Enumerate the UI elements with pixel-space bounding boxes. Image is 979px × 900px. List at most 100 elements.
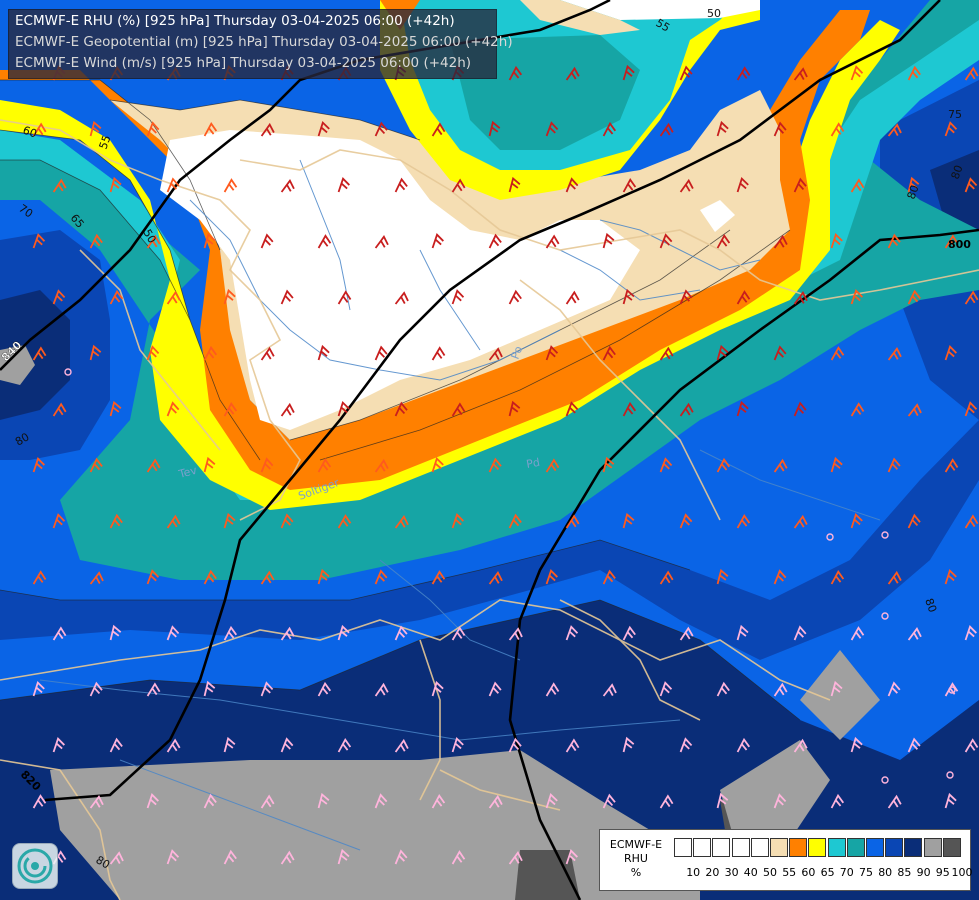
wind-barb [146, 793, 159, 809]
wind-barb [52, 402, 67, 417]
wind-barb [337, 624, 350, 641]
wind-barb [887, 794, 902, 809]
wind-barb [109, 851, 124, 865]
wind-barb [32, 346, 47, 361]
wind-barb [887, 570, 902, 585]
wind-barb [203, 793, 217, 809]
wind-barb [850, 178, 865, 193]
legend-title-var: RHU [624, 852, 648, 865]
legend-swatch [866, 838, 884, 857]
contour-label-60: 60 [21, 124, 39, 141]
wind-barb [716, 344, 729, 361]
wind-barb [602, 793, 616, 809]
wind-barb [679, 178, 694, 193]
wind-barb [508, 176, 521, 193]
contour-label-80e: 80 [94, 853, 113, 871]
wind-barb [394, 515, 409, 529]
legend-swatch [731, 838, 750, 857]
color-legend: ECMWF-E RHU % 10 20 30 40 50 55 60 65 70 75 80 85 90… [599, 829, 973, 891]
wind-barb [52, 513, 66, 529]
wind-barb [203, 232, 216, 249]
wind-barb [374, 235, 389, 249]
wind-barb [451, 850, 466, 865]
title-wind: ECMWF-E Wind (m/s) [925 hPa] Thursday 03… [15, 55, 472, 71]
wind-barb [716, 120, 729, 137]
legend-swatch [846, 838, 865, 857]
wind-barb [280, 850, 295, 865]
wind-barb [146, 121, 160, 137]
wind-barb [508, 513, 522, 529]
wind-barb [166, 401, 180, 417]
wind-barb [280, 179, 295, 193]
wind-barb [716, 457, 731, 473]
legend-tick-label: 55 [782, 866, 797, 879]
wind-barb [736, 66, 751, 81]
legend-tick-label: 75 [859, 866, 873, 879]
wind-barb [451, 626, 466, 641]
wind-barb [317, 120, 330, 137]
wind-barb [622, 625, 636, 641]
wind-barb [944, 682, 959, 697]
wind-barb [659, 794, 674, 809]
wind-barb [602, 683, 617, 697]
wind-barb [964, 514, 979, 529]
wind-barb [109, 289, 124, 305]
wind-barb [451, 402, 466, 417]
wind-barb [451, 513, 464, 529]
wind-barb [679, 513, 693, 529]
wind-barb [964, 401, 978, 417]
wind-barb [337, 514, 352, 529]
wind-barb [964, 177, 978, 193]
wind-barb [488, 681, 502, 697]
wind-barb [907, 737, 921, 753]
wind-barb [736, 400, 749, 417]
wind-barb [964, 290, 979, 305]
place-label-po: Po [509, 344, 526, 361]
legend-tick-label: 65 [820, 866, 835, 879]
wind-barb [374, 458, 389, 473]
wind-barb [508, 851, 523, 865]
wind-barb [622, 512, 635, 529]
wind-barb [109, 624, 122, 641]
legend-tick-label: 100 [951, 866, 973, 879]
wind-barb [109, 400, 122, 417]
legend-swatch [750, 838, 769, 857]
wind-barb [223, 736, 236, 753]
wind-barb [166, 738, 181, 753]
wind-barb [337, 290, 352, 305]
wind-barb [565, 625, 579, 641]
title-geopotential: ECMWF-E Geopotential (m) [925 hPa] Thurs… [15, 34, 513, 50]
wind-barb [89, 457, 103, 473]
wind-barb [32, 794, 47, 809]
wind-barb [508, 289, 522, 305]
legend-swatch [789, 838, 808, 857]
wind-barb [203, 121, 218, 137]
wind-barb [830, 680, 843, 697]
ecmwf-swirl-logo-icon [12, 843, 58, 889]
wind-barb [394, 291, 409, 305]
wind-barb [565, 401, 579, 417]
wind-barb [260, 794, 275, 809]
wind-barb [32, 570, 47, 585]
wind-barb [964, 66, 979, 81]
logo-swirl [17, 848, 53, 884]
wind-barb [52, 178, 67, 193]
wind-barb [89, 795, 104, 809]
wind-barb [431, 122, 446, 137]
contour-label-80d: 80 [949, 163, 966, 181]
wind-barb [793, 291, 808, 305]
wind-barb [545, 121, 559, 137]
legend-tick-label: 20 [705, 866, 720, 879]
wind-barb [773, 458, 788, 473]
wind-barb [622, 288, 635, 305]
wind-barb [109, 513, 123, 529]
wind-barb [793, 401, 807, 417]
wind-barb [146, 458, 161, 473]
wind-barb [146, 569, 160, 585]
wind-barb [488, 457, 502, 473]
wind-barb [508, 737, 522, 753]
wind-barb [887, 123, 902, 137]
wind-barb [850, 736, 863, 753]
title-rhu: ECMWF-E RHU (%) [925 hPa] Thursday 03-04… [15, 13, 455, 29]
